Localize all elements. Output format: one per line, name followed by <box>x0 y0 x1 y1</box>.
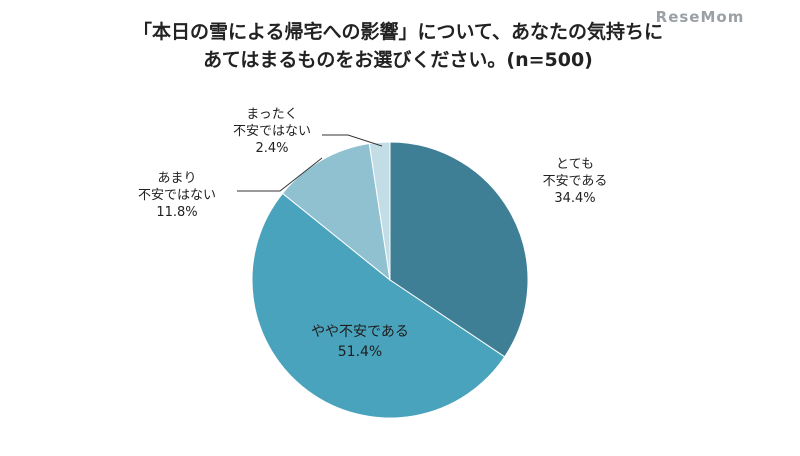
watermark-logo: ReseMom <box>656 8 745 26</box>
slice-value-label-3: 2.4% <box>255 141 288 156</box>
slice-category-label-2: あまり <box>157 171 196 186</box>
slice-category-label-0: とても <box>556 157 594 172</box>
slice-category-label-3: 不安ではない <box>233 124 311 139</box>
pie-slice-0 <box>389 141 529 358</box>
slice-category-label-0: 不安である <box>543 174 608 189</box>
pie-slice-3 <box>368 141 391 281</box>
slice-value-label-2: 11.8% <box>156 205 197 220</box>
pie-slice-2 <box>281 142 391 282</box>
leader-lines <box>237 134 383 192</box>
slice-value-label-0: 34.4% <box>554 191 595 206</box>
slice-category-label-2: 不安ではない <box>138 188 216 203</box>
pie-slices <box>251 141 529 419</box>
leader-line-2 <box>237 157 323 192</box>
slice-category-label-1: やや不安である <box>311 324 409 340</box>
chart-title-line-2: あてはまるものをお選びください。(n=500) <box>203 49 593 71</box>
slice-value-label-1: 51.4% <box>338 344 382 360</box>
leader-line-3 <box>322 134 383 147</box>
chart-title-line-1: 「本日の雪による帰宅への影響」について、あなたの気持ちに <box>133 20 663 43</box>
slice-category-label-3: まったく <box>246 107 297 122</box>
slice-labels: とても不安である34.4%やや不安である51.4%あまり不安ではない11.8%ま… <box>138 107 607 360</box>
pie-slice-1 <box>251 192 506 419</box>
